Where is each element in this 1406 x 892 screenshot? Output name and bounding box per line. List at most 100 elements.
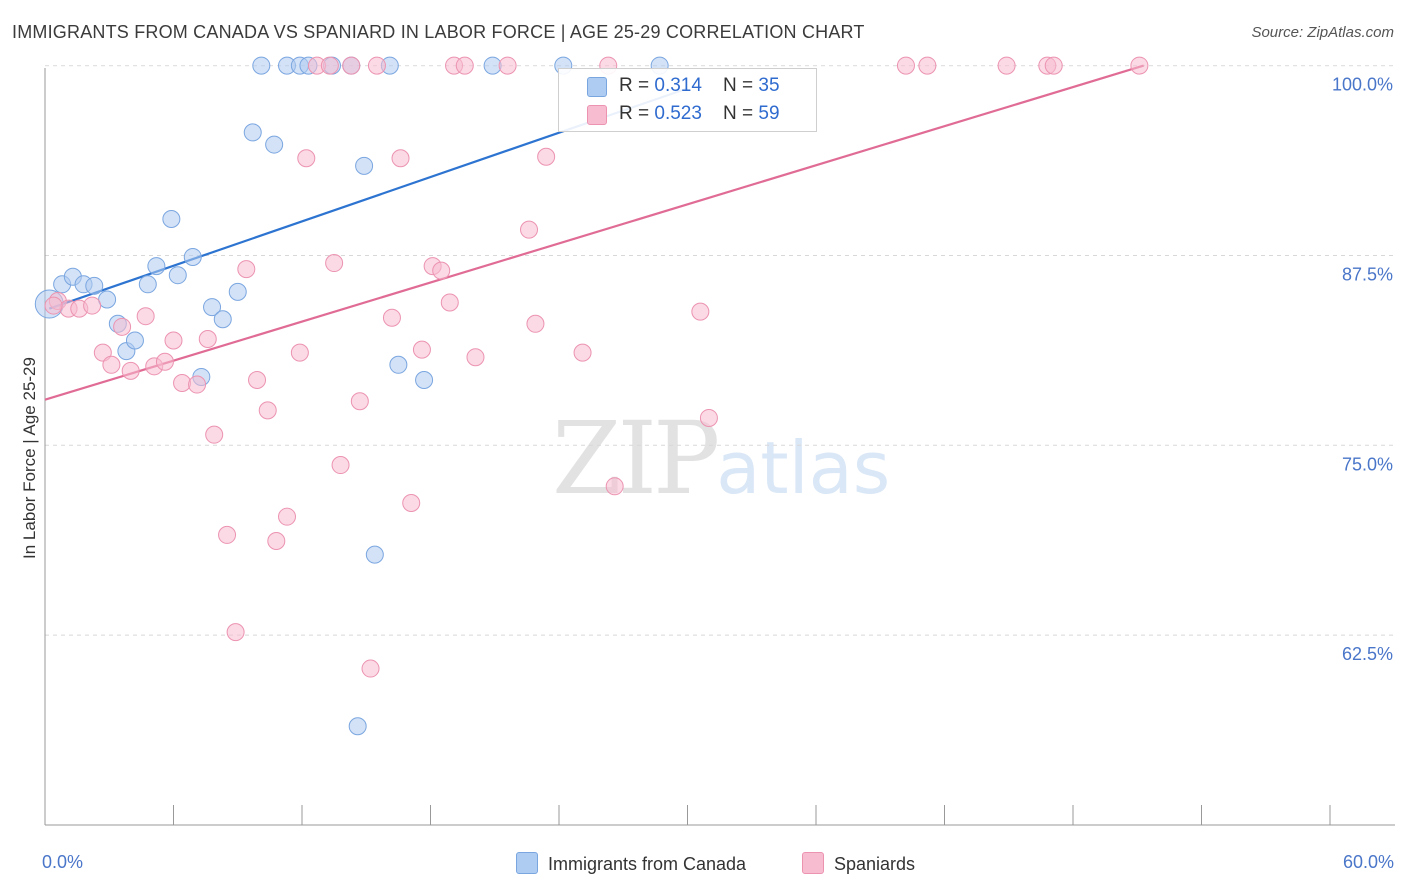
spaniards-point — [350, 392, 369, 411]
x-tick-label-min: 0.0% — [42, 852, 84, 872]
spaniards-point — [537, 147, 556, 166]
spaniards-point — [391, 149, 410, 168]
spaniards-point — [267, 531, 286, 550]
spaniards-point — [331, 456, 350, 475]
spaniards-point — [258, 401, 277, 420]
chart-title: IMMIGRANTS FROM CANADA VS SPANIARD IN LA… — [12, 22, 865, 42]
spaniards-point — [918, 56, 937, 75]
y-tick-label: 62.5% — [1342, 644, 1393, 664]
spaniards-point — [237, 260, 256, 279]
bottom-legend-swatch-spaniards — [802, 852, 824, 874]
legend-r-label: R = — [619, 103, 655, 124]
legend-r-value: 0.523 — [654, 103, 702, 124]
bottom-legend-label-spaniards: Spaniards — [834, 854, 916, 874]
legend-r-value: 0.314 — [654, 75, 702, 96]
spaniards-point — [498, 56, 517, 75]
canada-point — [265, 135, 284, 154]
spaniards-point — [205, 425, 224, 444]
spaniards-point — [297, 149, 316, 168]
canada-point — [85, 276, 104, 295]
spaniards-point — [896, 56, 915, 75]
spaniards-point — [278, 507, 297, 526]
grid-lines — [45, 65, 1395, 636]
watermark-zip: ZIP — [552, 400, 720, 517]
legend-n-value: 59 — [758, 103, 780, 124]
spaniards-point — [455, 56, 474, 75]
spaniards-point — [226, 623, 245, 642]
spaniards-point — [102, 355, 121, 374]
canada-point — [389, 355, 408, 374]
y-tick-label: 100.0% — [1332, 75, 1393, 95]
canada-point — [348, 717, 367, 736]
spaniards-point — [218, 525, 237, 544]
y-tick-labels: 62.5% 75.0% 87.5% 100.0% — [1332, 75, 1393, 665]
canada-point — [213, 310, 232, 329]
spaniards-point — [520, 220, 539, 239]
legend-swatch-canada — [587, 77, 607, 97]
spaniards-point — [440, 293, 459, 312]
spaniards-point — [466, 348, 485, 367]
spaniards-point — [342, 56, 361, 75]
canada-point — [415, 370, 434, 389]
canada-point — [138, 275, 157, 294]
canada-point — [355, 156, 374, 175]
spaniards-point — [320, 56, 339, 75]
canada-point — [98, 290, 117, 309]
watermark-atlas: atlas — [716, 426, 891, 510]
spaniards-point — [367, 56, 386, 75]
y-tick-label: 75.0% — [1342, 454, 1393, 474]
bottom-legend-canada: Immigrants from Canada — [516, 852, 746, 875]
canada-point — [483, 56, 502, 75]
spaniards-point — [198, 329, 217, 348]
spaniards-point — [290, 343, 309, 362]
canada-point — [168, 266, 187, 285]
spaniards-point — [699, 408, 718, 427]
legend-n-label: N = — [723, 103, 759, 124]
spaniards-point — [248, 370, 267, 389]
watermark: ZIPatlas — [552, 400, 890, 517]
bottom-legend-label-canada: Immigrants from Canada — [548, 854, 747, 874]
x-tick-label-max: 60.0% — [1342, 852, 1394, 872]
legend-r-label: R = — [619, 75, 655, 96]
spaniards-point — [93, 343, 112, 362]
spaniards-point — [997, 56, 1016, 75]
y-tick-label: 87.5% — [1342, 264, 1393, 284]
source-label: Source: ZipAtlas.com — [1251, 24, 1394, 41]
legend-n-value: 35 — [758, 75, 780, 96]
spaniards-point — [325, 254, 344, 273]
canada-point — [365, 545, 384, 564]
canada-point — [125, 331, 144, 350]
spaniards-point — [605, 477, 624, 496]
spaniards-point — [113, 317, 132, 336]
spaniards-point — [173, 374, 192, 393]
spaniards-point — [1130, 56, 1149, 75]
canada-point — [203, 298, 222, 317]
spaniards-point — [432, 261, 451, 280]
spaniards-point — [402, 494, 421, 513]
spaniards-trend-line — [44, 64, 1144, 401]
axes — [44, 68, 1395, 826]
spaniards-point — [412, 340, 431, 359]
canada-point — [228, 282, 247, 301]
legend-n-label: N = — [723, 75, 759, 96]
spaniards-point — [573, 343, 592, 362]
legend-swatch-spaniards — [587, 105, 607, 125]
canada-point — [252, 56, 271, 75]
spaniards-point — [691, 302, 710, 321]
canada-point — [243, 123, 262, 142]
spaniards-point — [361, 659, 380, 678]
canada-point — [147, 257, 166, 276]
spaniards-point — [136, 307, 155, 326]
spaniards-point — [155, 352, 174, 371]
canada-point — [162, 209, 181, 228]
bottom-legend-swatch-canada — [516, 852, 538, 874]
spaniards-point — [526, 314, 545, 333]
spaniards-point — [83, 296, 102, 315]
spaniards-point — [188, 375, 207, 394]
spaniards-point — [164, 331, 183, 350]
data-points — [34, 56, 1149, 736]
canada-point — [183, 247, 202, 266]
spaniards-point — [382, 308, 401, 327]
spaniards-point — [44, 296, 63, 315]
